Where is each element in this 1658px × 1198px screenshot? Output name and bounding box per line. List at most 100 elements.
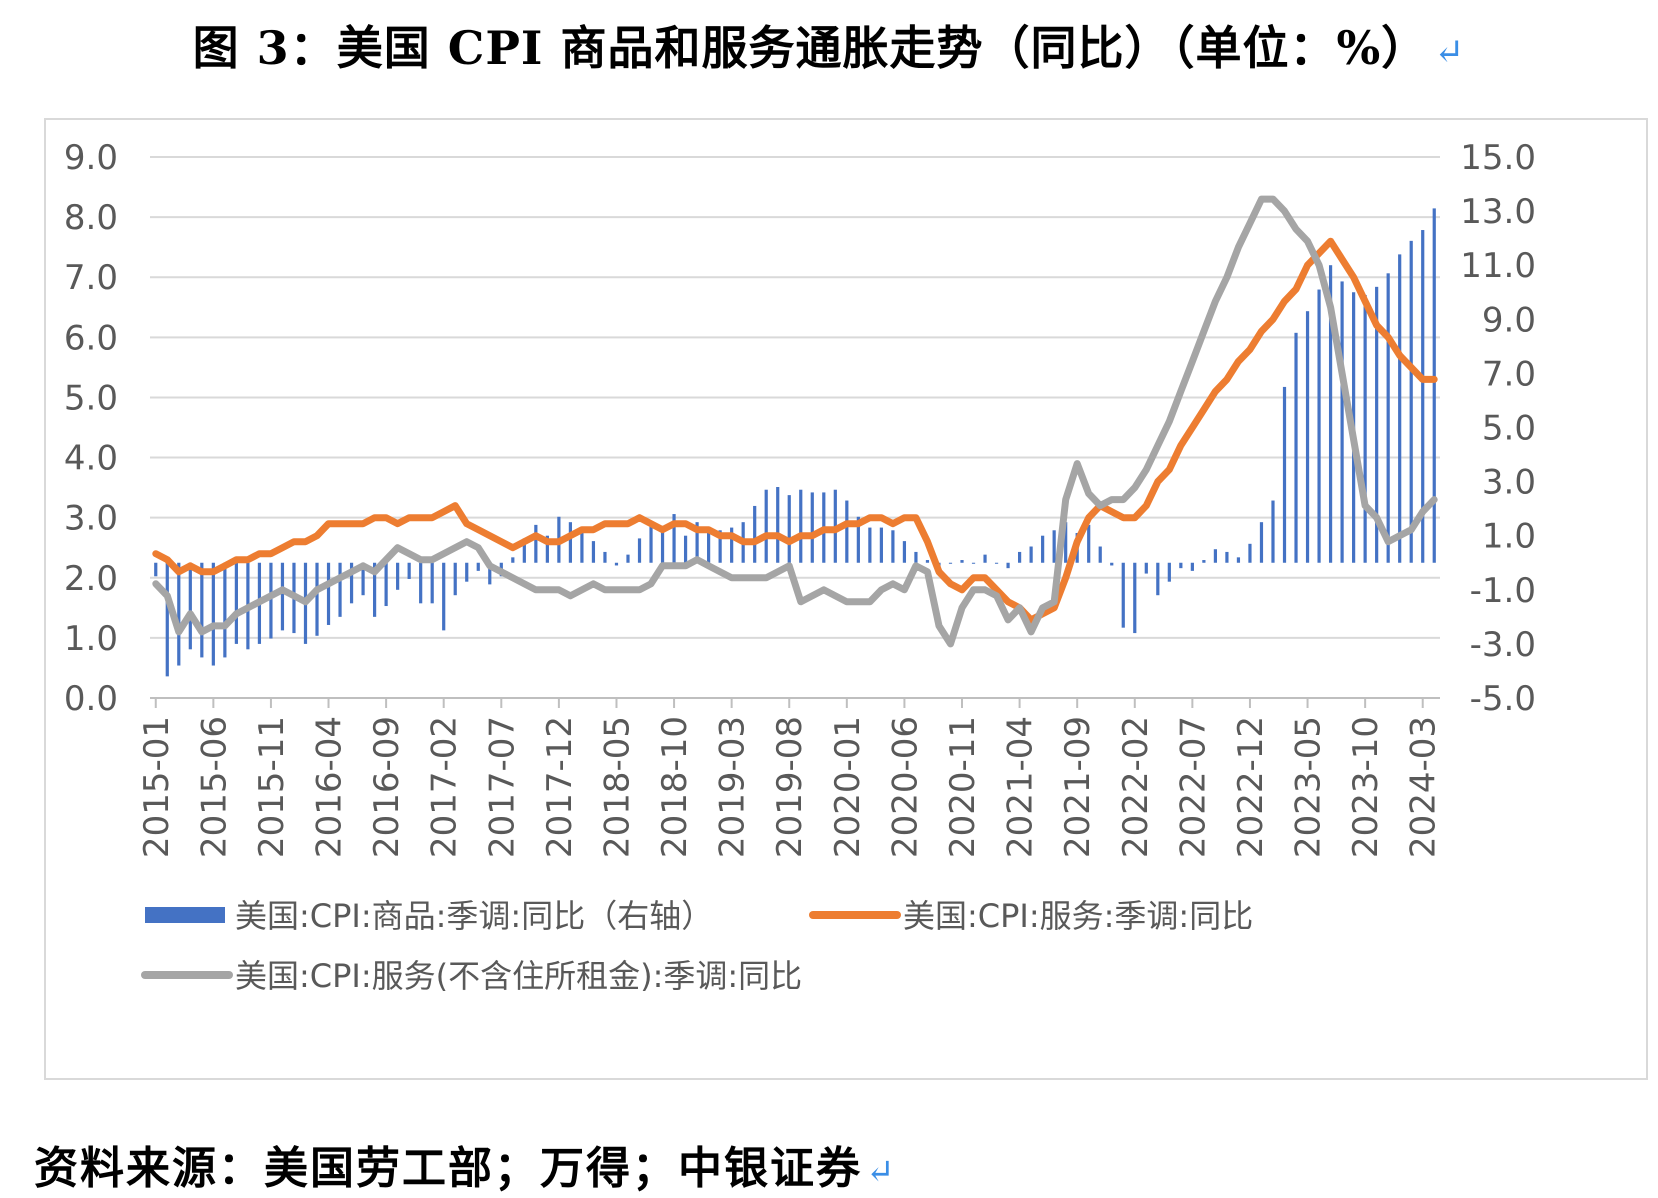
bar bbox=[568, 522, 573, 563]
bar bbox=[407, 562, 411, 579]
bar bbox=[1064, 522, 1068, 563]
left-axis-tick-label: 9.0 bbox=[64, 138, 118, 178]
bar bbox=[730, 527, 734, 563]
bar bbox=[914, 551, 918, 563]
left-axis-tick-label: 2.0 bbox=[64, 559, 118, 599]
services-ex-shelter-line bbox=[152, 195, 1438, 648]
bar bbox=[614, 562, 619, 566]
bar bbox=[1029, 546, 1033, 563]
bar bbox=[384, 562, 388, 607]
x-axis-tick-label: 2016-09 bbox=[367, 716, 407, 858]
bar bbox=[154, 562, 158, 577]
bar bbox=[1248, 543, 1252, 563]
bar bbox=[994, 562, 999, 564]
x-axis-tick-label: 2015-11 bbox=[252, 716, 292, 858]
bar bbox=[983, 554, 987, 563]
bar bbox=[476, 562, 480, 571]
bar bbox=[396, 562, 400, 590]
bar bbox=[1317, 289, 1321, 563]
left-axis-tick-label: 7.0 bbox=[64, 258, 118, 298]
right-axis-tick-label: 15.0 bbox=[1460, 138, 1536, 178]
bar bbox=[810, 492, 814, 563]
bar bbox=[776, 487, 780, 563]
bar bbox=[522, 538, 526, 563]
right-axis-tick-label: -1.0 bbox=[1470, 571, 1536, 611]
right-axis-tick-label: 3.0 bbox=[1482, 463, 1536, 503]
x-axis-tick-label: 2022-02 bbox=[1116, 716, 1156, 858]
x-axis-tick-label: 2020-06 bbox=[885, 716, 925, 858]
source-note: 资料来源：美国劳工部；万得；中银证券 ↵ bbox=[34, 1143, 897, 1194]
bar bbox=[868, 527, 872, 563]
bar bbox=[925, 560, 930, 563]
right-axis-tick-label: 13.0 bbox=[1460, 192, 1536, 232]
right-axis-tick-label: 7.0 bbox=[1482, 354, 1536, 394]
bar bbox=[799, 489, 803, 563]
legend-label: 美国:CPI:服务(不含住所租金):季调:同比 bbox=[235, 957, 802, 995]
bar bbox=[1236, 557, 1241, 563]
return-mark-icon: ↵ bbox=[866, 1152, 897, 1192]
bar bbox=[165, 562, 169, 677]
bar bbox=[1087, 524, 1091, 563]
bar bbox=[419, 562, 423, 604]
left-axis-tick-label: 8.0 bbox=[64, 198, 118, 238]
bar bbox=[845, 500, 849, 563]
bar bbox=[787, 495, 791, 563]
left-axis-tick-label: 5.0 bbox=[64, 378, 118, 418]
left-axis-tick-label: 0.0 bbox=[64, 679, 118, 719]
x-axis-tick-label: 2017-02 bbox=[425, 716, 465, 858]
bar bbox=[1052, 530, 1056, 563]
bar bbox=[534, 524, 538, 563]
bar bbox=[626, 554, 630, 563]
x-axis-tick-label: 2022-12 bbox=[1231, 716, 1271, 858]
bar bbox=[902, 541, 907, 563]
bar bbox=[1282, 386, 1287, 563]
bar bbox=[177, 562, 181, 666]
bar bbox=[442, 562, 446, 631]
bar bbox=[223, 562, 227, 658]
bar bbox=[672, 514, 676, 563]
right-axis-tick-label: 9.0 bbox=[1482, 300, 1536, 340]
bar bbox=[338, 562, 342, 617]
bar bbox=[188, 562, 192, 650]
bar bbox=[1190, 562, 1194, 571]
bar bbox=[683, 535, 688, 563]
bar bbox=[649, 524, 653, 563]
bar bbox=[1409, 240, 1413, 563]
bar bbox=[545, 535, 549, 563]
bar bbox=[1386, 273, 1390, 563]
bar bbox=[960, 560, 964, 563]
left-axis-tick-label: 6.0 bbox=[64, 318, 118, 358]
bar bbox=[1110, 562, 1114, 566]
bar bbox=[1421, 230, 1425, 563]
bar bbox=[1305, 311, 1310, 563]
x-axis-tick-label: 2018-05 bbox=[597, 716, 637, 858]
right-axis-tick-label: 11.0 bbox=[1460, 246, 1536, 286]
bar bbox=[326, 562, 331, 625]
bar bbox=[764, 489, 768, 563]
legend-label: 美国:CPI:商品:季调:同比（右轴） bbox=[235, 897, 713, 935]
x-axis-tick-label: 2015-01 bbox=[137, 716, 177, 858]
right-axis-tick-label: 5.0 bbox=[1482, 409, 1536, 449]
bar bbox=[971, 562, 976, 564]
bar bbox=[315, 562, 319, 636]
bar bbox=[453, 562, 457, 596]
bar bbox=[361, 562, 365, 596]
chart-frame bbox=[44, 118, 1648, 1080]
x-axis-tick-label: 2023-05 bbox=[1289, 716, 1329, 858]
bar bbox=[603, 551, 607, 563]
bar bbox=[234, 562, 238, 644]
left-axis-tick-label: 4.0 bbox=[64, 439, 118, 479]
bar bbox=[695, 522, 699, 563]
x-axis-tick-label: 2019-08 bbox=[770, 716, 810, 858]
bar bbox=[1398, 254, 1402, 563]
bar bbox=[1041, 535, 1045, 563]
bar bbox=[511, 557, 515, 563]
bar bbox=[1179, 562, 1183, 569]
bar bbox=[1375, 286, 1379, 563]
left-axis-tick-label: 1.0 bbox=[64, 619, 118, 659]
x-axis-tick-label: 2017-07 bbox=[482, 716, 522, 858]
bar bbox=[1144, 562, 1148, 574]
right-axis-tick-label: -3.0 bbox=[1470, 625, 1536, 665]
bar bbox=[856, 516, 860, 563]
return-mark-icon: ↵ bbox=[1434, 32, 1466, 73]
